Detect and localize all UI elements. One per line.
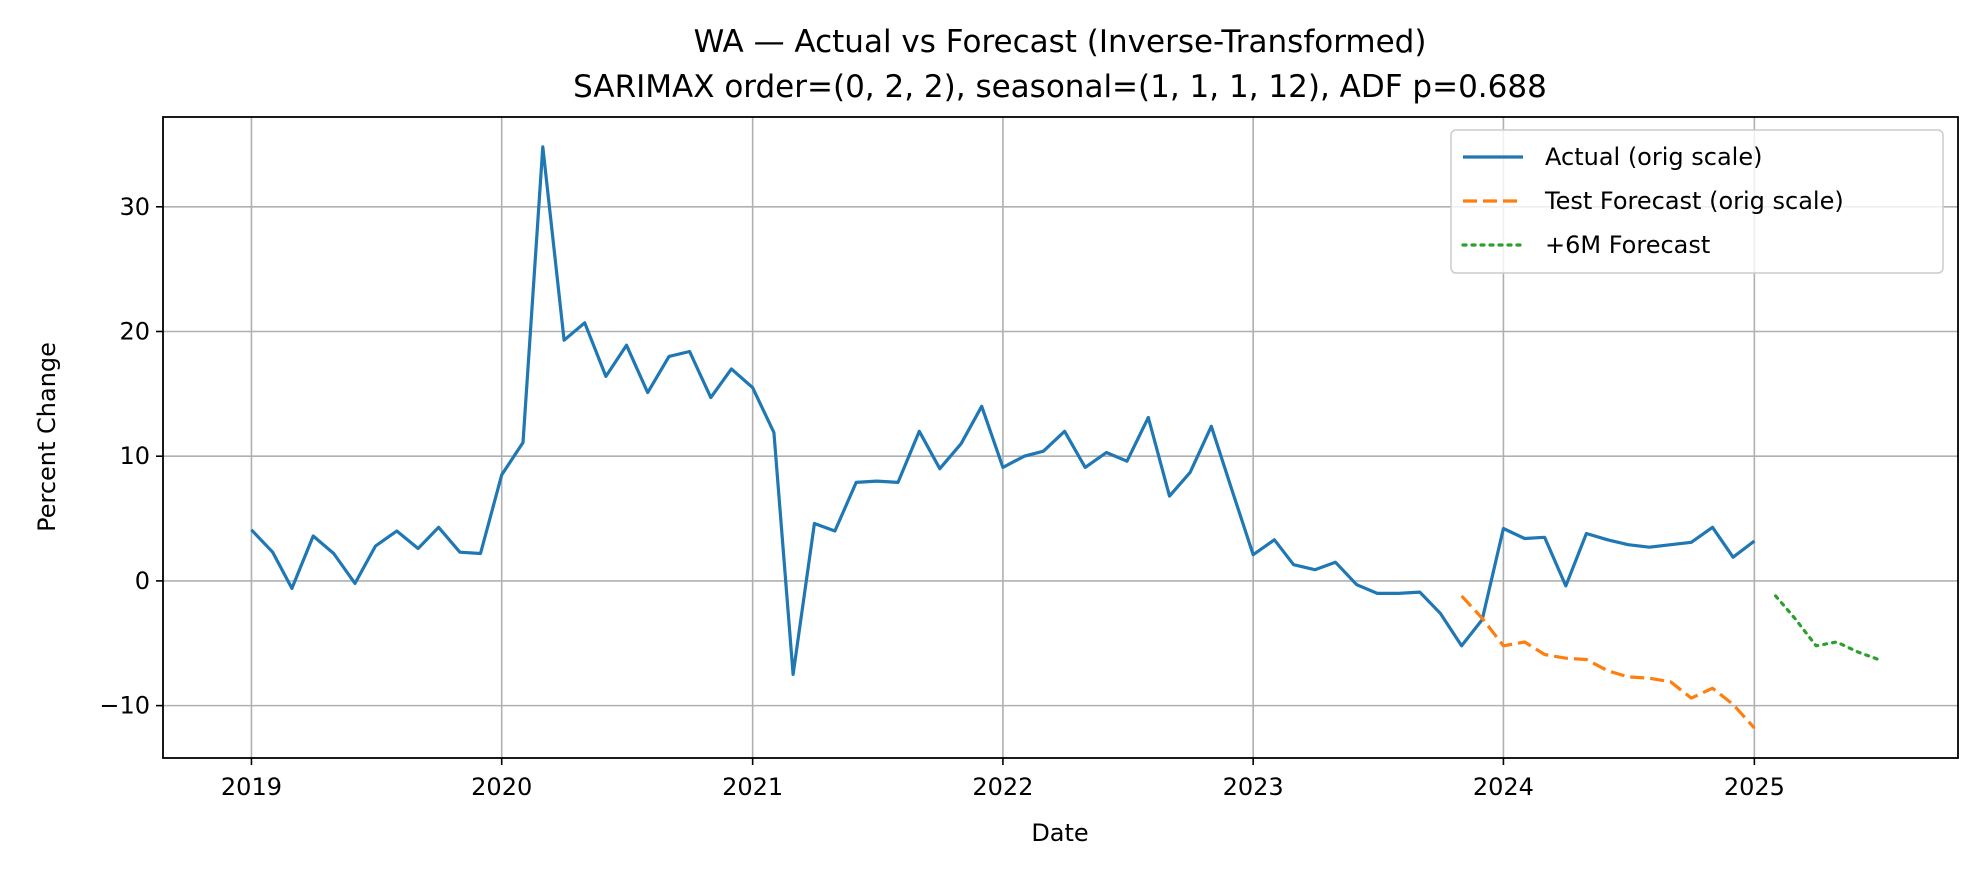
legend-label-1: Test Forecast (orig scale) <box>1544 187 1844 215</box>
x-tick-label: 2022 <box>972 773 1033 801</box>
y-tick-label: 0 <box>135 567 150 595</box>
x-axis-label: Date <box>1031 819 1088 847</box>
legend-label-2: +6M Forecast <box>1545 231 1710 259</box>
plot-area-frame <box>162 116 1959 759</box>
x-tick-label: 2019 <box>221 773 282 801</box>
legend-box <box>1450 129 1944 274</box>
chart-subtitle: SARIMAX order=(0, 2, 2), seasonal=(1, 1,… <box>573 69 1547 105</box>
legend-label-0: Actual (orig scale) <box>1545 143 1762 171</box>
y-tick-label: 10 <box>119 442 150 470</box>
x-tick-label: 2023 <box>1223 773 1284 801</box>
legend: Actual (orig scale) Test Forecast (orig s… <box>1450 129 1944 274</box>
axes: 2019 2020 2021 2022 2023 2024 2025 −10 0 10 20 30 <box>99 193 1785 801</box>
series-line-1 <box>1460 594 1756 730</box>
x-tick-label: 2020 <box>471 773 532 801</box>
series-line-0 <box>250 145 1756 677</box>
chart-title: WA — Actual vs Forecast (Inverse-Transfo… <box>694 24 1427 60</box>
x-tick-label: 2021 <box>722 773 783 801</box>
y-tick-label: −10 <box>99 692 150 720</box>
y-tick-label: 20 <box>119 317 150 345</box>
y-tick-label: 30 <box>119 193 150 221</box>
x-tick-label: 2024 <box>1473 773 1534 801</box>
series-layer <box>250 145 1881 730</box>
y-axis-label: Percent Change <box>33 342 61 532</box>
series-line-2 <box>1773 594 1881 662</box>
x-tick-label: 2025 <box>1724 773 1785 801</box>
